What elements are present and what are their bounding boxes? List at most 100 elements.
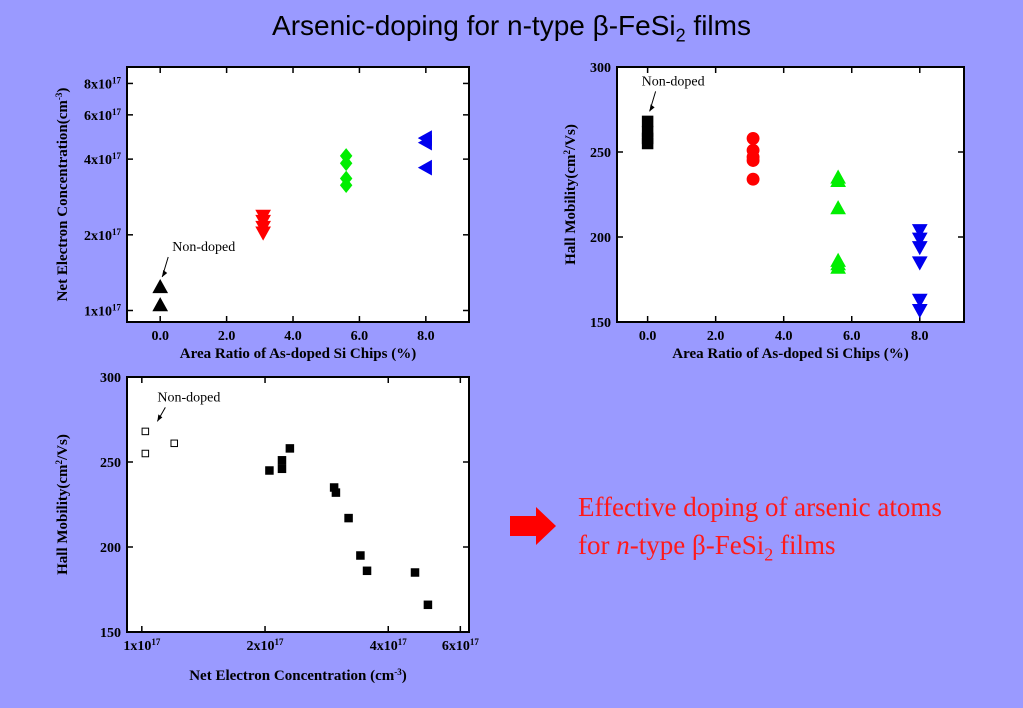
series-4 — [911, 224, 928, 319]
plot-area — [616, 66, 965, 323]
data-point — [362, 566, 372, 576]
data-point — [746, 131, 760, 145]
conclusion-line-2-sub: 2 — [764, 544, 774, 565]
plot-area — [126, 66, 470, 323]
data-point — [141, 427, 150, 436]
x-tick-label: 0.0 — [151, 329, 169, 344]
data-point — [911, 293, 928, 308]
data-point — [170, 439, 178, 448]
slide-title-suffix: films — [685, 10, 751, 41]
x-tick-label: 8.0 — [911, 329, 929, 344]
slide-title: Arsenic-doping for n-type β-FeSi2 films — [0, 10, 1023, 47]
plot-2: 0.0 2.0 4.0 6.0 8.0 150 200 250 300 Area Ratio of… — [562, 61, 965, 362]
data-point — [255, 209, 271, 224]
data-point — [746, 172, 760, 186]
plot-3: 1x1017 2x1017 4x1017 6x1017 150 200 250 300 Net … — [54, 371, 479, 684]
data-point — [339, 148, 353, 164]
slide-title-text: Arsenic-doping for n-type β-FeSi — [272, 10, 676, 41]
y-tick-label: 250 — [100, 456, 121, 471]
x-tick-label: 6x1017 — [442, 637, 480, 654]
x-axis-title: Area Ratio of As-doped Si Chips (%) — [672, 346, 908, 362]
conclusion-text: Effective doping of arsenic atoms for n-… — [578, 488, 1018, 573]
plot-1: 0.0 2.0 4.0 6.0 8.0 1x1017 2x1017 4x1017 6x1017 8… — [54, 66, 470, 362]
data-point — [911, 256, 928, 271]
series-3 — [830, 169, 846, 274]
y-tick-label: 200 — [590, 231, 611, 246]
annotation-arrow-head — [157, 414, 163, 422]
data-point — [339, 170, 353, 187]
data-point — [641, 125, 654, 138]
data-point — [641, 115, 654, 128]
x-tick-label: 6.0 — [351, 329, 369, 344]
annotation-non-doped: Non-doped — [642, 74, 705, 89]
y-tick-label: 4x1017 — [84, 151, 122, 168]
data-point — [410, 568, 420, 577]
x-axis-title: Net Electron Concentration (cm-3) — [189, 667, 407, 684]
x-tick-label: 4x1017 — [370, 637, 408, 654]
y-tick-label: 150 — [100, 626, 121, 641]
y-tick-label: 300 — [590, 61, 611, 76]
x-tick-label: 8.0 — [417, 329, 435, 344]
conclusion-line-2-post: films — [773, 530, 836, 560]
annotation-arrow-head — [649, 104, 655, 112]
data-point — [285, 444, 295, 453]
y-axis-title: Net Electron Concentration(cm-3) — [54, 88, 71, 302]
x-tick-label: 1x1017 — [123, 637, 161, 654]
series-1 — [641, 115, 654, 150]
slide-title-subscript: 2 — [675, 25, 686, 46]
annotation-non-doped: Non-doped — [157, 390, 220, 405]
data-point — [265, 466, 274, 475]
y-tick-label: 150 — [590, 316, 611, 331]
y-tick-label: 250 — [590, 146, 611, 161]
y-tick-label: 200 — [100, 541, 121, 556]
conclusion-line-2: for n-type β-FeSi2 films — [578, 526, 1018, 573]
y-tick-label: 2x1017 — [84, 227, 122, 244]
y-tick-label: 300 — [100, 371, 121, 386]
data-point — [141, 449, 150, 458]
data-point — [417, 130, 432, 146]
y-tick-label: 6x1017 — [84, 107, 122, 124]
data-point — [746, 143, 760, 157]
y-tick-label: 8x1017 — [84, 75, 122, 92]
data-point — [911, 224, 928, 239]
series-2 — [255, 209, 271, 241]
data-point — [423, 600, 433, 610]
series-1 — [141, 427, 178, 458]
x-tick-label: 4.0 — [775, 329, 793, 344]
x-tick-label: 2x1017 — [247, 637, 285, 654]
x-tick-label: 2.0 — [218, 329, 236, 344]
conclusion-line-2-em: n — [616, 530, 630, 560]
data-point — [356, 551, 365, 560]
data-point — [830, 200, 846, 215]
conclusion-line-2-pre: for — [578, 530, 617, 560]
conclusion-line-1: Effective doping of arsenic atoms — [578, 492, 942, 522]
data-point — [152, 278, 169, 294]
data-point — [344, 513, 353, 523]
y-axis-title: Hall Mobility(cm2/Vs) — [54, 434, 71, 575]
data-point — [152, 297, 169, 312]
data-point — [830, 169, 846, 184]
x-tick-label: 6.0 — [843, 329, 861, 344]
data-point — [830, 252, 846, 267]
right-arrow-icon — [510, 507, 556, 545]
series-2 — [265, 444, 433, 610]
x-axis-title: Area Ratio of As-doped Si Chips (%) — [180, 346, 416, 362]
series-2 — [746, 131, 760, 186]
plot-area — [126, 376, 470, 633]
annotation-non-doped: Non-doped — [172, 240, 235, 255]
data-point — [277, 464, 287, 474]
y-axis-title: Hall Mobility(cm2/Vs) — [562, 124, 579, 265]
annotation-arrow-head — [162, 270, 168, 278]
series-3 — [339, 148, 353, 194]
conclusion-line-2-mid: -type β-FeSi — [629, 530, 765, 560]
series-4 — [417, 130, 432, 176]
data-point — [331, 488, 341, 497]
series-1 — [152, 278, 169, 312]
y-tick-label: 1x1017 — [84, 302, 122, 319]
x-tick-label: 4.0 — [284, 329, 302, 344]
x-tick-label: 0.0 — [639, 329, 657, 344]
data-point — [277, 456, 287, 465]
x-tick-label: 2.0 — [707, 329, 725, 344]
data-point — [417, 159, 432, 176]
